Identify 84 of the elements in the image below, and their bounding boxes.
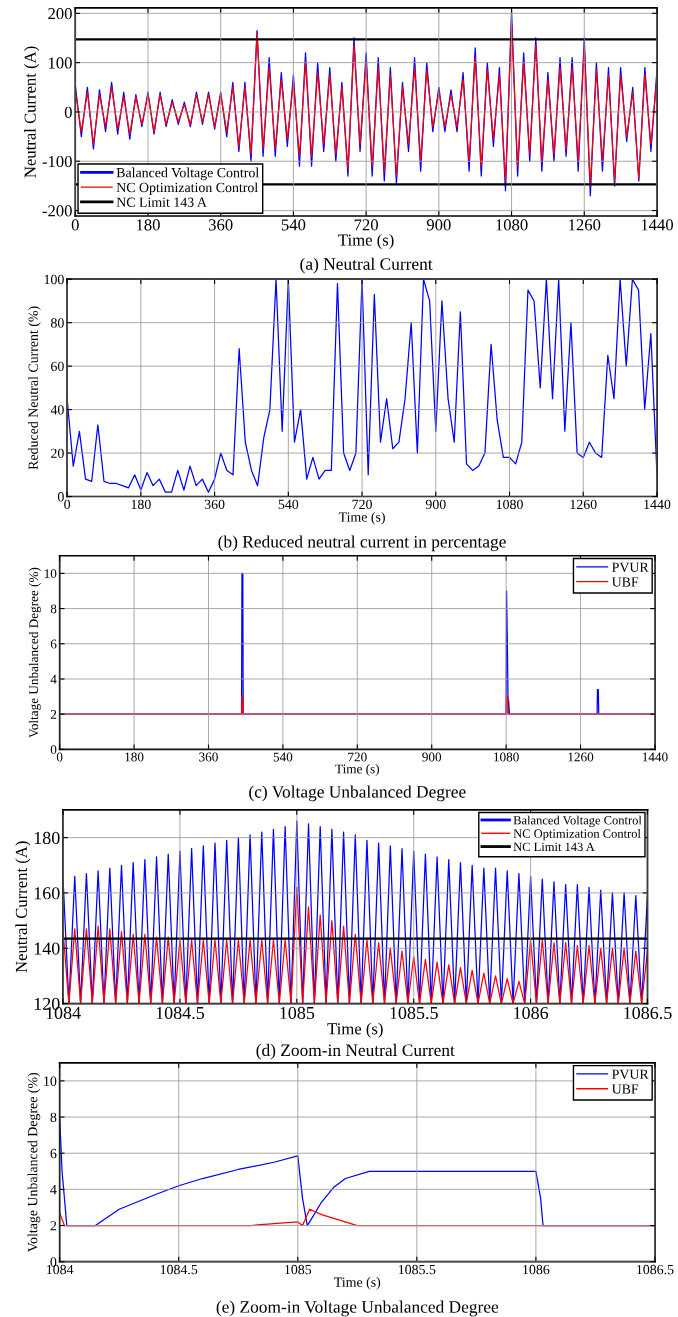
y-tick-label: 8 (50, 604, 57, 614)
legend-label: UBF (611, 577, 639, 587)
x-tick-label: 360 (199, 752, 218, 762)
y-tick-label: 10 (44, 1076, 57, 1086)
y-tick-label: 200 (48, 8, 72, 20)
y-tick-label: 0 (50, 745, 57, 755)
y-axis-title: Reduced Neutral Current (%) (28, 306, 41, 470)
y-tick-label: 100 (48, 57, 72, 69)
x-tick-label: 1085 (280, 1006, 315, 1020)
x-tick-label: 1080 (496, 499, 523, 510)
x-tick-label: 1440 (642, 752, 668, 762)
legend-label: PVUR (612, 562, 649, 572)
x-tick-label: 360 (204, 499, 225, 510)
x-tick-label: 720 (348, 752, 367, 762)
y-tick-label: 180 (34, 831, 60, 845)
legend-label: NC Limit 143 A (513, 842, 595, 852)
text: (c) Voltage Unbalanced Degree (249, 785, 466, 802)
y-tick-label: 80 (50, 318, 64, 328)
legend-label: NC Optimization Control (513, 828, 641, 841)
x-tick-label: 1440 (641, 219, 674, 231)
x-tick-label: 900 (426, 219, 451, 231)
legend-label: PVUR (612, 1069, 649, 1079)
x-tick-label: 180 (125, 752, 144, 762)
x-tick-label: 1440 (644, 499, 671, 510)
x-tick-label: 540 (281, 219, 306, 231)
legend-label: UBF (611, 1084, 639, 1094)
y-tick-label: 6 (50, 639, 57, 649)
legend-label: Balanced Voltage Control (513, 815, 642, 828)
y-tick-label: 2 (50, 1221, 57, 1231)
x-tick-label: 1085 (285, 1264, 312, 1275)
y-tick-label: 8 (50, 1112, 57, 1123)
x-tick-label: 1085.5 (390, 1006, 438, 1020)
legend-label: NC Optimization Control (116, 182, 258, 195)
y-axis-title: Voltage Unbalanced Degree (%) (27, 1072, 41, 1253)
legend-label: Balanced Voltage Control (116, 167, 259, 181)
x-tick-label: 1080 (494, 752, 519, 762)
y-axis-title: Neutral Current (A) (15, 841, 31, 973)
text: (e) Zoom-in Voltage Unbalanced Degree (216, 1300, 499, 1317)
y-tick-label: 100 (44, 274, 64, 285)
y-axis-title: Neutral Current (A) (24, 46, 40, 178)
x-tick-label: 720 (352, 499, 372, 510)
x-tick-label: 900 (425, 499, 446, 510)
y-tick-label: 0 (57, 492, 64, 502)
x-tick-label: 1260 (568, 752, 594, 762)
y-tick-label: 60 (51, 361, 64, 372)
x-tick-label: 1086.5 (637, 1264, 674, 1275)
y-tick-label: 4 (50, 674, 57, 684)
legend-label: NC Limit 143 A (116, 197, 207, 207)
y-tick-label: 0 (64, 106, 72, 118)
y-tick-label: 6 (50, 1148, 57, 1159)
y-tick-label: 160 (34, 887, 60, 900)
y-tick-label: -100 (42, 155, 72, 168)
y-tick-label: 10 (44, 569, 57, 579)
y-tick-label: 20 (51, 448, 64, 458)
y-tick-label: 40 (50, 405, 64, 415)
y-tick-label: 2 (50, 710, 57, 719)
x-axis-title: Time (s) (338, 233, 394, 249)
y-tick-label: -200 (42, 205, 72, 217)
x-tick-label: 1086 (523, 1264, 550, 1275)
y-tick-label: 4 (50, 1185, 57, 1195)
x-axis-title: Time (s) (335, 764, 380, 777)
x-tick-label: 540 (273, 752, 293, 762)
y-axis-title: Voltage Unbalanced Degree (%) (28, 567, 41, 738)
x-tick-label: 1260 (569, 219, 601, 231)
x-tick-label: 1086.5 (624, 1006, 672, 1020)
x-tick-label: 900 (422, 752, 442, 762)
x-tick-label: 540 (278, 499, 299, 510)
text: (b) Reduced neutral current in percentage (218, 535, 506, 552)
x-tick-label: 180 (136, 219, 160, 231)
text: (d) Zoom-in Neutral Current (256, 1043, 455, 1060)
y-tick-label: 140 (34, 942, 60, 955)
x-tick-label: 720 (354, 219, 378, 231)
x-tick-label: 180 (131, 499, 151, 510)
x-tick-label: 1080 (496, 219, 528, 231)
text: (a) Neutral Current (300, 257, 433, 274)
x-tick-label: 360 (208, 219, 233, 231)
x-tick-label: 1086 (514, 1006, 549, 1020)
x-axis-title: Time (s) (327, 1022, 383, 1038)
x-tick-label: 1084.5 (156, 1006, 205, 1020)
x-tick-label: 1085.5 (398, 1264, 436, 1275)
x-tick-label: 1260 (570, 499, 597, 510)
x-axis-title: Time (s) (334, 1277, 381, 1290)
x-tick-label: 1084.5 (160, 1264, 198, 1275)
x-axis-title: Time (s) (338, 511, 385, 525)
